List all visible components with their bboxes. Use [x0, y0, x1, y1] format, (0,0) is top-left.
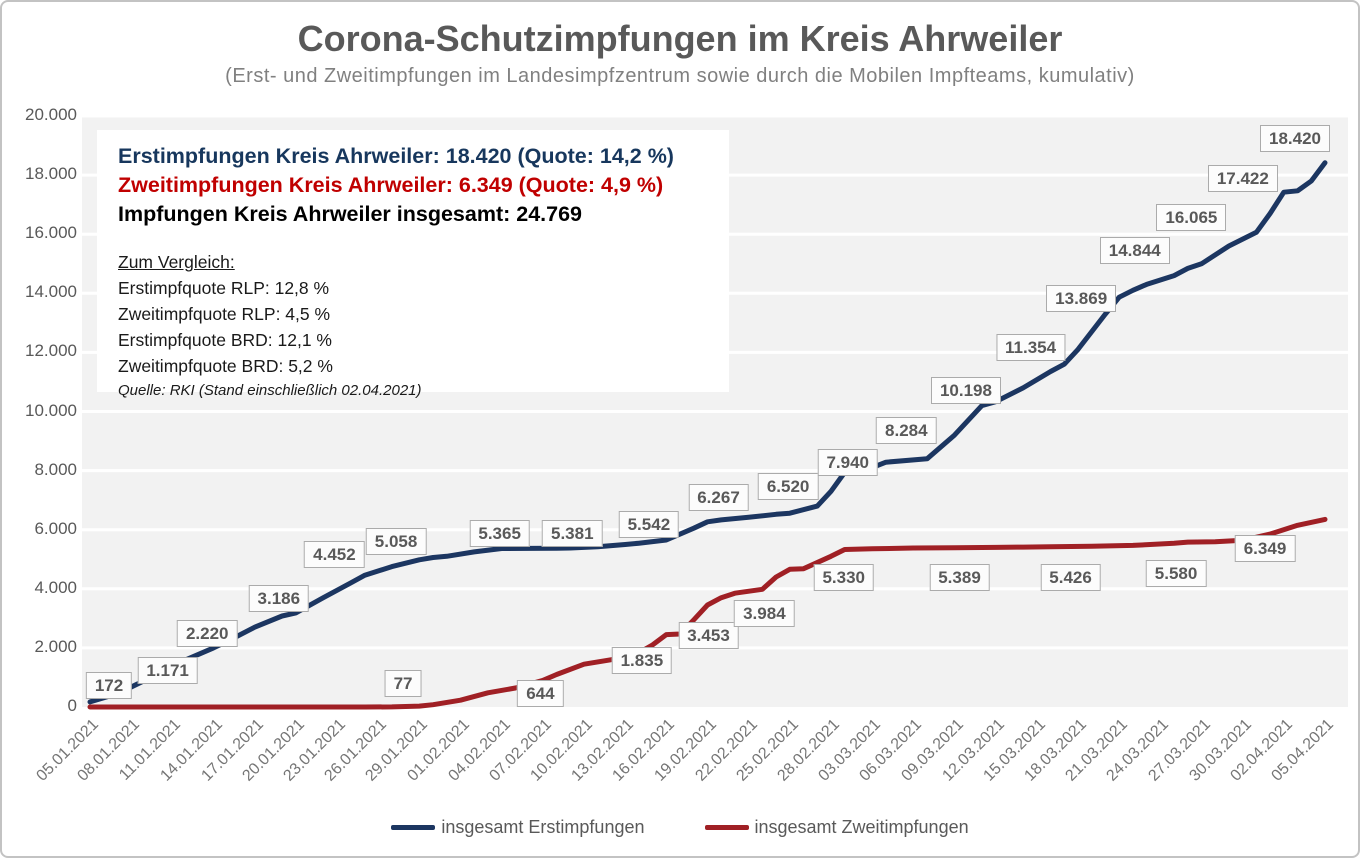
- zweitimpfungen-data-label: 77: [384, 669, 422, 697]
- erstimpfungen-data-label: 7.940: [817, 449, 878, 477]
- info-comparison-line-brd-erst: Erstimpfquote BRD: 12,1 %: [118, 330, 332, 350]
- erstimpfungen-data-label: 18.420: [1260, 124, 1330, 152]
- erstimpfungen-data-label: 10.198: [930, 376, 1001, 404]
- legend-line-swatch: [704, 825, 749, 830]
- info-comparison-line-rlp-erst: Erstimpfquote RLP: 12,8 %: [118, 278, 330, 298]
- y-axis-tick-label: 10.000: [25, 400, 77, 420]
- erstimpfungen-data-label: 5.381: [541, 519, 603, 547]
- erstimpfungen-data-label: 5.542: [618, 511, 680, 539]
- erstimpfungen-data-label: 8.284: [876, 417, 937, 445]
- info-comparison-heading: Zum Vergleich:: [118, 252, 235, 272]
- y-axis-tick-label: 18.000: [25, 164, 77, 184]
- erstimpfungen-line: [87, 160, 1328, 705]
- zweitimpfungen-data-label: 6.349: [1234, 535, 1296, 563]
- erstimpfungen-data-label: 13.869: [1046, 285, 1117, 313]
- erstimpfungen-data-label: 6.520: [757, 473, 819, 501]
- zweitimpfungen-data-label: 1.835: [611, 646, 673, 674]
- info-box: Erstimpfungen Kreis Ahrweiler: 18.420 (Q…: [97, 130, 729, 399]
- legend-label: insgesamt Erstimpfungen: [441, 817, 645, 837]
- erstimpfungen-data-label: 6.267: [688, 483, 749, 511]
- info-impfungen-gesamt: Impfungen Kreis Ahrweiler insgesamt: 24.…: [118, 202, 582, 226]
- legend: insgesamt Erstimpfungen insgesamt Zweitim…: [2, 817, 1358, 838]
- erstimpfungen-data-label: 16.065: [1156, 204, 1227, 232]
- legend-label: insgesamt Zweitimpfungen: [754, 817, 969, 837]
- zweitimpfungen-data-label: 644: [517, 679, 564, 707]
- info-source: Quelle: RKI (Stand einschließlich 02.04.…: [118, 382, 422, 399]
- y-axis-tick-label: 4.000: [34, 577, 77, 597]
- legend-item-erstimpfungen: insgesamt Erstimpfungen: [391, 817, 645, 838]
- zweitimpfungen-data-label: 5.426: [1040, 563, 1101, 591]
- y-axis-tick-label: 8.000: [34, 459, 77, 479]
- erstimpfungen-data-label: 17.422: [1207, 165, 1278, 193]
- y-axis-tick-label: 12.000: [25, 341, 77, 361]
- info-comparison-line-brd-zweit: Zweitimpfquote BRD: 5,2 %: [118, 356, 333, 376]
- erstimpfungen-data-label: 5.058: [365, 527, 427, 555]
- y-axis-tick-label: 20.000: [25, 105, 77, 124]
- zweitimpfungen-data-label: 5.389: [929, 563, 990, 591]
- info-zweitimpfungen-total: Zweitimpfungen Kreis Ahrweiler: 6.349 (Q…: [118, 173, 664, 197]
- y-axis-tick-label: 0: [67, 696, 77, 715]
- zweitimpfungen-data-label: 3.984: [734, 600, 795, 628]
- info-comparison-line-rlp-zweit: Zweitimpfquote RLP: 4,5 %: [118, 304, 331, 324]
- y-axis-tick-label: 2.000: [34, 636, 77, 656]
- zweitimpfungen-data-label: 3.453: [678, 621, 739, 649]
- legend-item-zweitimpfungen: insgesamt Zweitimpfungen: [704, 817, 969, 838]
- zweitimpfungen-data-label: 5.330: [813, 564, 874, 592]
- erstimpfungen-data-label: 11.354: [996, 334, 1066, 362]
- erstimpfungen-data-label: 2.220: [176, 620, 238, 648]
- erstimpfungen-data-label: 4.452: [304, 541, 365, 569]
- erstimpfungen-data-label: 3.186: [248, 584, 310, 612]
- y-axis-tick-label: 6.000: [34, 518, 77, 538]
- y-axis-tick-label: 16.000: [25, 223, 77, 243]
- zweitimpfungen-data-label: 5.580: [1145, 560, 1207, 588]
- info-erstimpfungen-total: Erstimpfungen Kreis Ahrweiler: 18.420 (Q…: [118, 144, 674, 168]
- chart-subtitle: (Erst- und Zweitimpfungen im Landesimpfz…: [225, 65, 1135, 87]
- erstimpfungen-data-label: 172: [85, 671, 133, 699]
- legend-line-swatch: [391, 825, 436, 830]
- erstimpfungen-data-label: 1.171: [137, 657, 198, 685]
- zweitimpfungen-line: [87, 516, 1328, 710]
- y-axis-tick-label: 14.000: [25, 282, 77, 302]
- erstimpfungen-data-label: 14.844: [1099, 237, 1170, 265]
- erstimpfungen-data-label: 5.365: [469, 520, 530, 548]
- chart-title: Corona-Schutzimpfungen im Kreis Ahrweile…: [297, 18, 1063, 59]
